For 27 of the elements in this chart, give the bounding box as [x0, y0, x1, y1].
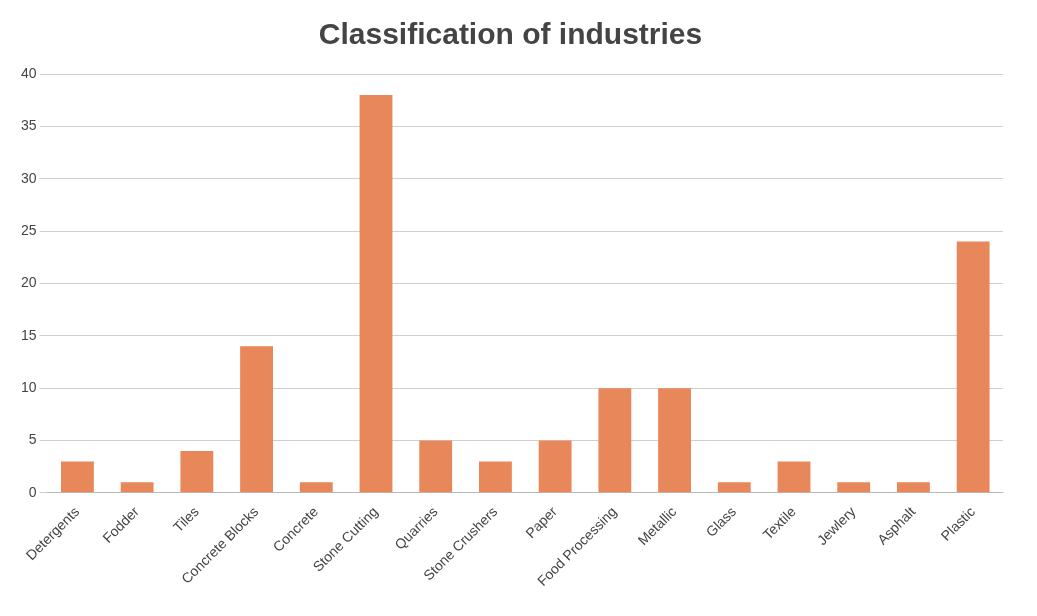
- y-tick-label: 30: [20, 169, 37, 186]
- bar: [538, 440, 572, 493]
- y-tick-label: 40: [20, 64, 37, 81]
- y-tick-label: 20: [20, 274, 37, 291]
- y-tick-label: 35: [20, 117, 37, 134]
- bar: [240, 346, 273, 493]
- bar: [777, 461, 811, 493]
- bar: [120, 482, 154, 493]
- y-tick-label: 25: [20, 221, 37, 238]
- x-tick-label: Tiles: [169, 503, 202, 536]
- bar: [61, 461, 94, 493]
- bar: [598, 388, 632, 493]
- bar: [299, 482, 333, 493]
- y-tick-label: 5: [28, 431, 37, 448]
- bar: [180, 450, 214, 493]
- bar: [419, 440, 453, 493]
- bar: [897, 482, 930, 493]
- y-tick-label: 15: [20, 326, 37, 343]
- bar: [359, 94, 393, 493]
- y-tick-label: 10: [20, 378, 37, 395]
- bar: [658, 388, 691, 493]
- y-tick-label: 0: [28, 483, 37, 500]
- chart-title: Classification of industries: [318, 17, 703, 51]
- bar: [956, 241, 990, 493]
- bar: [837, 482, 871, 493]
- bar: [479, 461, 512, 493]
- bar: [717, 482, 751, 493]
